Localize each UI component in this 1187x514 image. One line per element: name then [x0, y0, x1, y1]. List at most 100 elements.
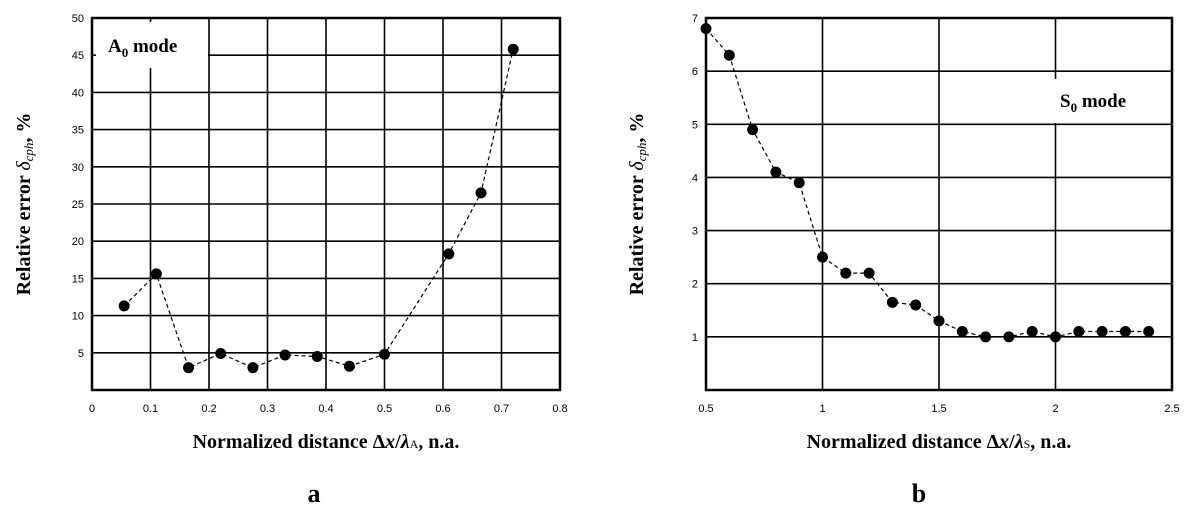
data-point: [956, 326, 968, 338]
chart-a-y-ticks: 5 10 15 20 25 30 35 40 45 50: [72, 13, 84, 360]
chart-b-grid: [706, 18, 1172, 390]
data-point: [886, 296, 898, 308]
xlabel-subscript: A: [410, 437, 419, 451]
y-tick-label: 6: [692, 66, 698, 78]
data-point: [770, 166, 782, 178]
ylabel-prefix: Relative error: [13, 171, 35, 296]
panel-letter-a: a: [308, 479, 321, 508]
chart-b-x-ticks: 0.5 1 1.5 2 2.5: [698, 403, 1179, 415]
chart-b-y-ticks: 1 2 3 4 5 6 7: [692, 13, 698, 344]
xlabel-slash: /: [1008, 431, 1015, 453]
ylabel-delta: δ: [13, 161, 35, 171]
xlabel-x: x: [998, 431, 1009, 453]
chart-panel-a: 0 0.1 0.2 0.3 0.4 0.5 0.6 0.7 0.8 5 10 15 20 25 30 35 4…: [13, 13, 568, 508]
data-point: [747, 124, 759, 136]
series-line: [123, 49, 514, 369]
chart-a-series-line: [123, 49, 514, 369]
ylabel-suffix: , %: [626, 113, 648, 143]
y-tick-label: 30: [72, 162, 84, 174]
chart-b-y-axis-title: Relative error δcph, %: [626, 113, 649, 296]
chart-b-mode-annotation: S0 mode: [1060, 91, 1126, 115]
xlabel-subscript: S: [1024, 437, 1031, 451]
xlabel-lambda: λ: [400, 431, 410, 453]
panel-letter-b: b: [912, 479, 926, 508]
data-point: [279, 349, 291, 361]
data-point: [311, 351, 323, 363]
xlabel-suffix: , n.a.: [1030, 431, 1071, 453]
data-point: [933, 315, 945, 327]
ylabel-subscript: cph: [21, 143, 36, 162]
mode-main: A: [108, 36, 122, 57]
data-point: [840, 267, 852, 279]
x-tick-label: 0.4: [318, 403, 333, 415]
x-tick-label: 0.8: [552, 403, 567, 415]
y-tick-label: 5: [692, 119, 698, 131]
x-tick-label: 1.5: [931, 403, 946, 415]
chart-a-points: [118, 43, 519, 374]
data-point: [247, 362, 259, 374]
data-point: [443, 248, 455, 260]
ylabel-suffix: , %: [13, 113, 35, 143]
mode-subscript: 0: [122, 45, 129, 60]
chart-a-frame: [90, 16, 562, 392]
data-point: [343, 360, 355, 372]
y-tick-label: 7: [692, 13, 698, 25]
chart-b-frame: [704, 16, 1174, 392]
y-tick-label: 15: [72, 273, 84, 285]
x-tick-label: 0.7: [494, 403, 509, 415]
data-point: [379, 348, 390, 360]
data-point: [1119, 326, 1131, 338]
data-point: [215, 348, 227, 360]
x-tick-label: 0.2: [201, 403, 216, 415]
data-point: [980, 331, 992, 343]
chart-a-x-axis-title: Normalized distance Δx/λA, n.a.: [193, 431, 460, 453]
data-point: [475, 187, 487, 199]
y-tick-label: 50: [72, 13, 84, 25]
xlabel-prefix: Normalized distance Δ: [193, 431, 386, 453]
x-tick-label: 0.6: [435, 403, 450, 415]
data-point: [863, 267, 875, 279]
data-point: [1050, 331, 1061, 343]
mode-suffix: mode: [1077, 91, 1126, 112]
data-point: [118, 300, 130, 312]
x-tick-label: 0.5: [377, 403, 392, 415]
data-point: [1003, 331, 1015, 343]
chart-b-series-line: [705, 28, 1149, 338]
xlabel-suffix: , n.a.: [418, 431, 459, 453]
mode-suffix: mode: [128, 36, 177, 57]
data-point: [910, 299, 922, 311]
y-tick-label: 3: [692, 226, 698, 238]
x-tick-label: 0.3: [260, 403, 275, 415]
chart-a-grid: [92, 18, 560, 390]
x-tick-label: 0: [89, 403, 95, 415]
x-tick-label: 2: [1052, 403, 1058, 415]
data-point: [1096, 326, 1108, 338]
chart-b-annotation-box: [1052, 79, 1166, 123]
y-tick-label: 35: [72, 125, 84, 137]
series-line: [705, 28, 1149, 338]
y-tick-label: 40: [72, 87, 84, 99]
chart-b-x-axis-title: Normalized distance Δx/λS, n.a.: [807, 431, 1072, 453]
data-point: [1073, 326, 1085, 338]
data-point: [150, 268, 162, 280]
y-tick-label: 1: [692, 332, 698, 344]
chart-a-mode-annotation: A0 mode: [108, 36, 177, 60]
y-tick-label: 25: [72, 199, 84, 211]
ylabel-delta: δ: [626, 161, 648, 171]
xlabel-slash: /: [394, 431, 401, 453]
mode-main: S: [1060, 91, 1071, 112]
data-point: [793, 177, 805, 189]
chart-a-y-axis-title: Relative error δcph, %: [13, 113, 36, 296]
data-point: [723, 49, 735, 61]
mode-subscript: 0: [1071, 100, 1078, 115]
y-tick-label: 20: [72, 236, 84, 248]
chart-a-x-ticks: 0 0.1 0.2 0.3 0.4 0.5 0.6 0.7 0.8: [89, 403, 568, 415]
xlabel-x: x: [384, 431, 395, 453]
y-tick-label: 45: [72, 50, 84, 62]
x-tick-label: 1: [819, 403, 825, 415]
xlabel-lambda: λ: [1014, 431, 1024, 453]
ylabel-subscript: cph: [634, 143, 649, 162]
xlabel-prefix: Normalized distance Δ: [807, 431, 1000, 453]
